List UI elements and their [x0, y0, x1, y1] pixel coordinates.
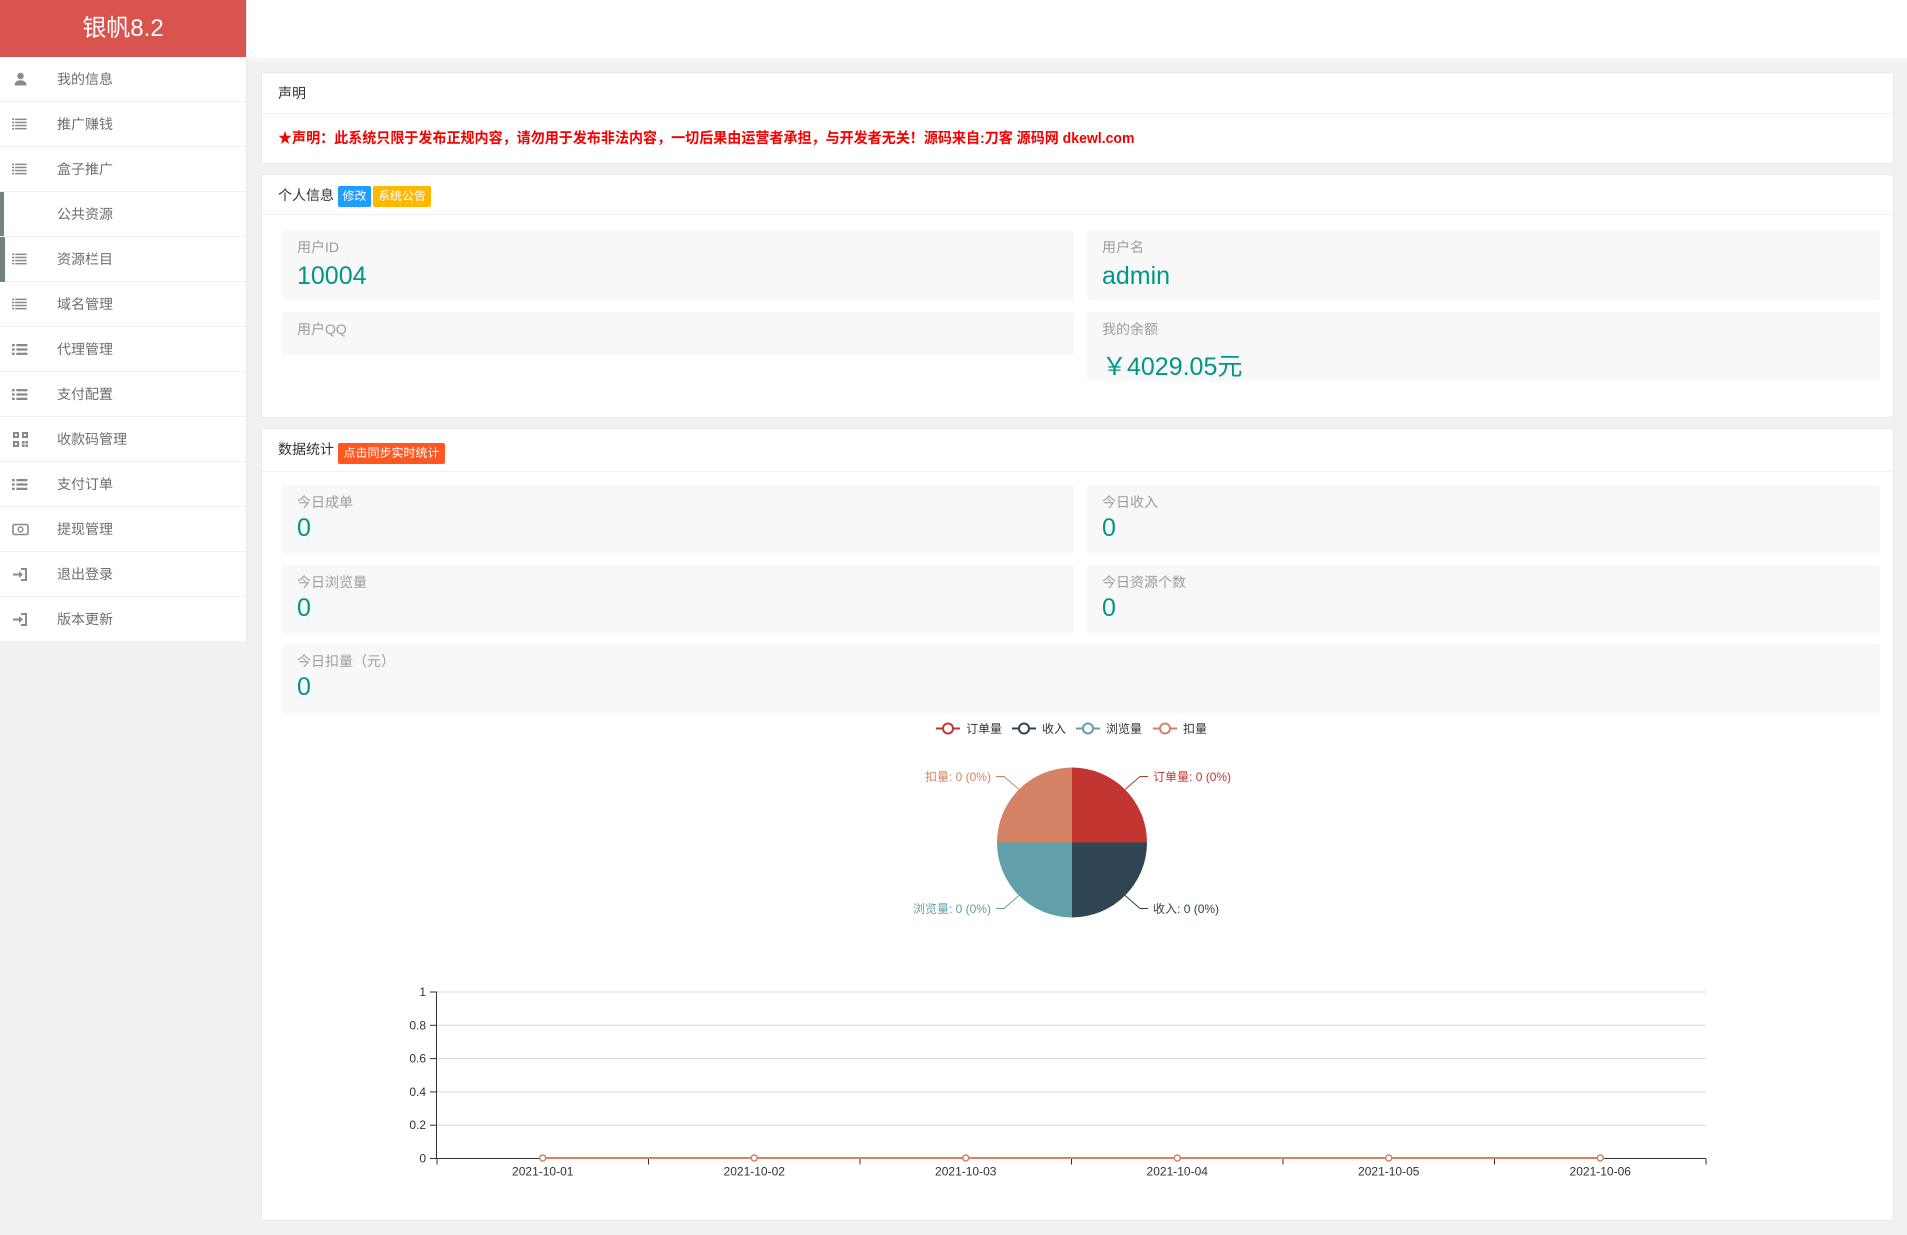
svg-text:浏览量: 浏览量 [1106, 722, 1142, 736]
svg-text:2021-10-03: 2021-10-03 [935, 1165, 997, 1179]
svg-text:2021-10-02: 2021-10-02 [724, 1165, 786, 1179]
svg-text:订单量: 0 (0%): 订单量: 0 (0%) [1153, 770, 1231, 784]
svg-text:扣量: 扣量 [1183, 722, 1207, 736]
svg-text:2021-10-04: 2021-10-04 [1147, 1165, 1209, 1179]
svg-text:收入: 0 (0%): 收入: 0 (0%) [1153, 902, 1219, 916]
svg-text:1: 1 [419, 985, 426, 999]
svg-text:收入: 收入 [1042, 722, 1066, 736]
svg-text:0.4: 0.4 [409, 1085, 426, 1099]
svg-text:0.2: 0.2 [409, 1118, 426, 1132]
svg-text:2021-10-06: 2021-10-06 [1570, 1165, 1632, 1179]
svg-text:0.8: 0.8 [409, 1018, 426, 1032]
svg-text:扣量: 0 (0%): 扣量: 0 (0%) [925, 770, 991, 784]
svg-text:订单量: 订单量 [966, 722, 1002, 736]
svg-text:2021-10-01: 2021-10-01 [512, 1165, 574, 1179]
svg-text:0: 0 [419, 1152, 426, 1166]
svg-text:浏览量: 0 (0%): 浏览量: 0 (0%) [913, 902, 991, 916]
svg-text:0.6: 0.6 [409, 1052, 426, 1066]
svg-text:2021-10-05: 2021-10-05 [1358, 1165, 1420, 1179]
